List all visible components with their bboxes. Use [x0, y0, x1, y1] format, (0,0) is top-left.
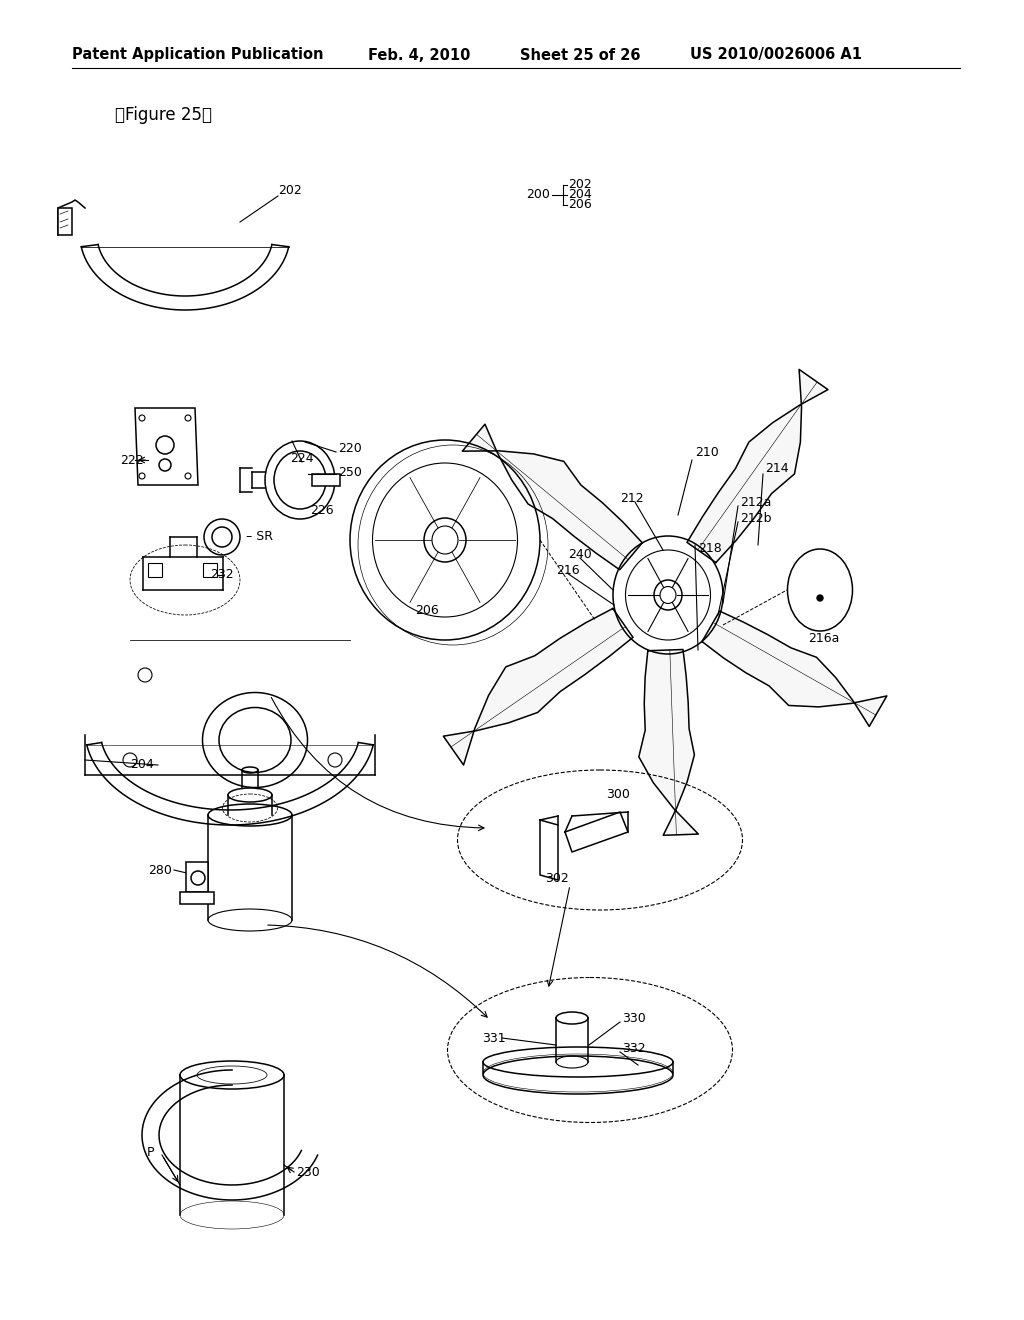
Bar: [180, 892, 214, 904]
Text: 226: 226: [310, 503, 334, 516]
Text: 202: 202: [568, 178, 592, 191]
Bar: [58, 209, 72, 235]
Text: 216: 216: [556, 564, 580, 577]
Polygon shape: [135, 408, 198, 484]
Polygon shape: [639, 649, 698, 836]
Text: 218: 218: [698, 541, 722, 554]
Bar: [186, 862, 208, 892]
Text: 280: 280: [148, 863, 172, 876]
Text: 『Figure 25』: 『Figure 25』: [115, 106, 212, 124]
Bar: [148, 564, 162, 577]
Circle shape: [817, 595, 823, 601]
Text: 330: 330: [622, 1011, 646, 1024]
Text: 210: 210: [695, 446, 719, 458]
Text: 206: 206: [568, 198, 592, 211]
Text: Feb. 4, 2010: Feb. 4, 2010: [368, 48, 470, 62]
Text: 212a: 212a: [740, 495, 771, 508]
Text: 331: 331: [482, 1031, 506, 1044]
Text: 332: 332: [622, 1041, 645, 1055]
Polygon shape: [443, 609, 633, 766]
Polygon shape: [702, 611, 887, 726]
Text: 204: 204: [568, 189, 592, 202]
Text: 206: 206: [415, 603, 438, 616]
Text: P: P: [147, 1146, 155, 1159]
Text: 300: 300: [606, 788, 630, 801]
Text: 222: 222: [120, 454, 143, 466]
Text: 200: 200: [526, 189, 550, 202]
Text: 204: 204: [130, 759, 154, 771]
Text: 232: 232: [210, 569, 233, 582]
Text: 216a: 216a: [808, 631, 840, 644]
Polygon shape: [463, 424, 642, 570]
Text: 302: 302: [545, 871, 568, 884]
Text: Patent Application Publication: Patent Application Publication: [72, 48, 324, 62]
Bar: [203, 564, 217, 577]
Text: – SR: – SR: [246, 531, 273, 544]
Text: 224: 224: [290, 451, 313, 465]
Text: 230: 230: [296, 1166, 319, 1179]
Text: 212: 212: [620, 491, 644, 504]
Text: Sheet 25 of 26: Sheet 25 of 26: [520, 48, 640, 62]
Polygon shape: [687, 370, 828, 562]
Text: 212b: 212b: [740, 511, 771, 524]
Text: 214: 214: [765, 462, 788, 474]
Text: 202: 202: [278, 183, 302, 197]
Text: 250: 250: [338, 466, 361, 479]
Text: 220: 220: [338, 441, 361, 454]
Bar: [312, 474, 340, 486]
Text: US 2010/0026006 A1: US 2010/0026006 A1: [690, 48, 862, 62]
Text: 240: 240: [568, 549, 592, 561]
